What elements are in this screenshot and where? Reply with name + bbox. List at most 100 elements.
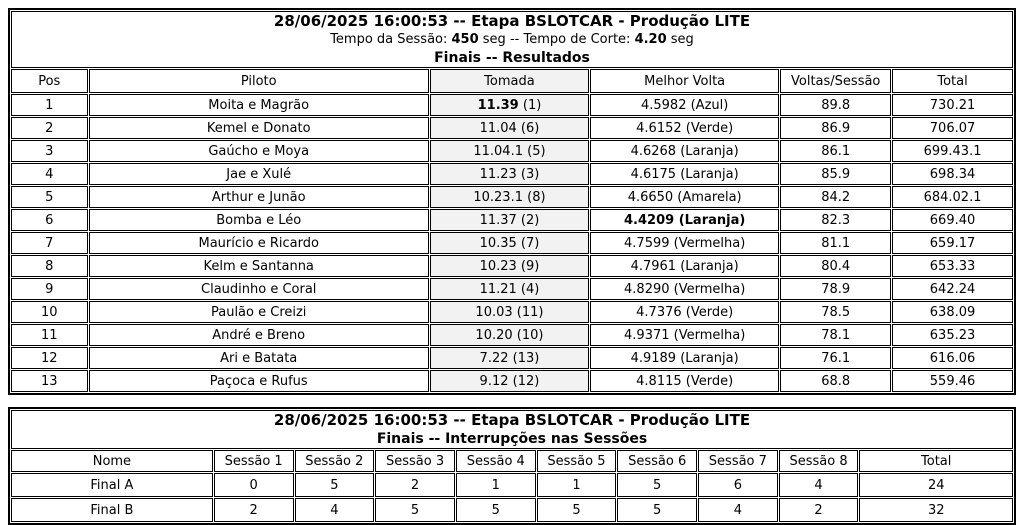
total-cell: 638.09 xyxy=(892,301,1013,323)
sessao-1-cell: 0 xyxy=(213,473,294,497)
interruptions-header-row: Nome Sessão 1 Sessão 2 Sessão 3 Sessão 4… xyxy=(11,450,1013,472)
piloto-cell: Kelm e Santanna xyxy=(88,255,429,277)
pos-cell: 8 xyxy=(11,255,88,277)
piloto-cell: Arthur e Junão xyxy=(88,186,429,208)
total-cell: 659.17 xyxy=(892,232,1013,254)
melhor-volta-cell: 4.7599 (Vermelha) xyxy=(590,232,780,254)
melhor-volta-cell: 4.7376 (Verde) xyxy=(590,301,780,323)
pos-cell: 3 xyxy=(11,140,88,162)
results-table: 28/06/2025 16:00:53 -- Etapa BSLOTCAR - … xyxy=(8,8,1016,395)
results-row: 13 Paçoca e Rufus 9.12 (12) 4.8115 (Verde) 6… xyxy=(11,370,1013,392)
pos-cell: 10 xyxy=(11,301,88,323)
melhor-volta-cell: 4.5982 (Azul) xyxy=(590,94,780,116)
piloto-cell: Claudinho e Coral xyxy=(88,278,429,300)
col-header-voltas-sessao: Voltas/Sessão xyxy=(780,69,892,93)
results-row: 11 André e Breno 10.20 (10) 4.9371 (Vermelh… xyxy=(11,324,1013,346)
pos-cell: 5 xyxy=(11,186,88,208)
voltas-sessao-cell: 86.9 xyxy=(780,117,892,139)
col-header-pos: Pos xyxy=(11,69,88,93)
melhor-volta-cell: 4.6152 (Verde) xyxy=(590,117,780,139)
total-cell: 616.06 xyxy=(892,347,1013,369)
interruptions-title-line2: Finais -- Interrupções nas Sessões xyxy=(376,431,648,447)
sessao-1-cell: 2 xyxy=(213,498,294,522)
total-cell: 730.21 xyxy=(892,94,1013,116)
sessao-7-cell: 6 xyxy=(698,473,778,497)
nome-cell: Final A xyxy=(11,473,213,497)
voltas-sessao-cell: 68.8 xyxy=(780,370,892,392)
melhor-volta-cell: 4.6650 (Amarela) xyxy=(590,186,780,208)
sessao-5-cell: 5 xyxy=(536,498,617,522)
results-row: 1 Moita e Magrão 11.39 (1) 4.5982 (Azul) 89.… xyxy=(11,94,1013,116)
sessao-2-cell: 5 xyxy=(294,473,375,497)
results-row: 12 Ari e Batata 7.22 (13) 4.9189 (Laranja) 7… xyxy=(11,347,1013,369)
cut-time-value: 4.20 xyxy=(634,32,667,47)
results-body: 1 Moita e Magrão 11.39 (1) 4.5982 (Azul) 89.… xyxy=(11,94,1013,392)
melhor-volta-cell: 4.6268 (Laranja) xyxy=(590,140,780,162)
col-header-sessao-5: Sessão 5 xyxy=(536,450,617,472)
interruptions-title-row: 28/06/2025 16:00:53 -- Etapa BSLOTCAR - … xyxy=(11,410,1013,449)
piloto-cell: André e Breno xyxy=(88,324,429,346)
results-row: 9 Claudinho e Coral 11.21 (4) 4.8290 (Verme… xyxy=(11,278,1013,300)
tomada-cell: 11.04 (6) xyxy=(429,117,589,139)
results-title-line2: Tempo da Sessão: 450 seg -- Tempo de Cor… xyxy=(16,31,1008,49)
col-header-nome: Nome xyxy=(11,450,213,472)
melhor-volta-cell: 4.4209 (Laranja) xyxy=(590,209,780,231)
tomada-cell: 10.23.1 (8) xyxy=(429,186,589,208)
voltas-sessao-cell: 82.3 xyxy=(780,209,892,231)
col-header-sessao-3: Sessão 3 xyxy=(375,450,455,472)
cut-time-label: seg -- Tempo de Corte: xyxy=(478,32,635,47)
tomada-cell: 11.37 (2) xyxy=(429,209,589,231)
pos-cell: 1 xyxy=(11,94,88,116)
results-title-line3: Finais -- Resultados xyxy=(434,50,590,66)
col-header-sessao-7: Sessão 7 xyxy=(698,450,778,472)
total-cell: 699.43.1 xyxy=(892,140,1013,162)
tomada-cell: 10.35 (7) xyxy=(429,232,589,254)
voltas-sessao-cell: 78.9 xyxy=(780,278,892,300)
tomada-cell: 9.12 (12) xyxy=(429,370,589,392)
total-cell: 559.46 xyxy=(892,370,1013,392)
results-header-row: Pos Piloto Tomada Melhor Volta Voltas/Se… xyxy=(11,69,1013,93)
tomada-cell: 10.03 (11) xyxy=(429,301,589,323)
sessao-5-cell: 1 xyxy=(536,473,617,497)
melhor-volta-cell: 4.7961 (Laranja) xyxy=(590,255,780,277)
total-cell: 669.40 xyxy=(892,209,1013,231)
interruptions-body: Final A 0 5 2 1 1 5 6 4 24 Final B 2 4 5 5 5 5 4 2 32 xyxy=(11,473,1013,522)
results-row: 2 Kemel e Donato 11.04 (6) 4.6152 (Verde) 86… xyxy=(11,117,1013,139)
col-header-melhor-volta: Melhor Volta xyxy=(590,69,780,93)
session-time-label: Tempo da Sessão: xyxy=(330,32,452,47)
total-cell: 684.02.1 xyxy=(892,186,1013,208)
sessao-7-cell: 4 xyxy=(698,498,778,522)
piloto-cell: Jae e Xulé xyxy=(88,163,429,185)
melhor-volta-cell: 4.9371 (Vermelha) xyxy=(590,324,780,346)
results-row: 10 Paulão e Creizi 10.03 (11) 4.7376 (Verde… xyxy=(11,301,1013,323)
sessao-3-cell: 2 xyxy=(375,473,455,497)
total-cell: 642.24 xyxy=(892,278,1013,300)
col-header-sessao-1: Sessão 1 xyxy=(213,450,294,472)
voltas-sessao-cell: 89.8 xyxy=(780,94,892,116)
piloto-cell: Bomba e Léo xyxy=(88,209,429,231)
piloto-cell: Gaúcho e Moya xyxy=(88,140,429,162)
sessao-6-cell: 5 xyxy=(617,473,698,497)
pos-cell: 9 xyxy=(11,278,88,300)
col-header-int-total: Total xyxy=(859,450,1013,472)
piloto-cell: Maurício e Ricardo xyxy=(88,232,429,254)
pos-cell: 7 xyxy=(11,232,88,254)
piloto-cell: Kemel e Donato xyxy=(88,117,429,139)
results-row: 3 Gaúcho e Moya 11.04.1 (5) 4.6268 (Laranja… xyxy=(11,140,1013,162)
voltas-sessao-cell: 81.1 xyxy=(780,232,892,254)
tomada-cell: 11.21 (4) xyxy=(429,278,589,300)
total-cell: 698.34 xyxy=(892,163,1013,185)
interruptions-row: Final B 2 4 5 5 5 5 4 2 32 xyxy=(11,498,1013,522)
col-header-sessao-6: Sessão 6 xyxy=(617,450,698,472)
interruptions-row: Final A 0 5 2 1 1 5 6 4 24 xyxy=(11,473,1013,497)
sessao-8-cell: 4 xyxy=(778,473,859,497)
voltas-sessao-cell: 78.1 xyxy=(780,324,892,346)
int-total-cell: 24 xyxy=(859,473,1013,497)
results-row: 4 Jae e Xulé 11.23 (3) 4.6175 (Laranja) 85.9… xyxy=(11,163,1013,185)
melhor-volta-cell: 4.6175 (Laranja) xyxy=(590,163,780,185)
col-header-sessao-8: Sessão 8 xyxy=(778,450,859,472)
pos-cell: 6 xyxy=(11,209,88,231)
pos-cell: 12 xyxy=(11,347,88,369)
results-title-row: 28/06/2025 16:00:53 -- Etapa BSLOTCAR - … xyxy=(11,11,1013,68)
sessao-8-cell: 2 xyxy=(778,498,859,522)
